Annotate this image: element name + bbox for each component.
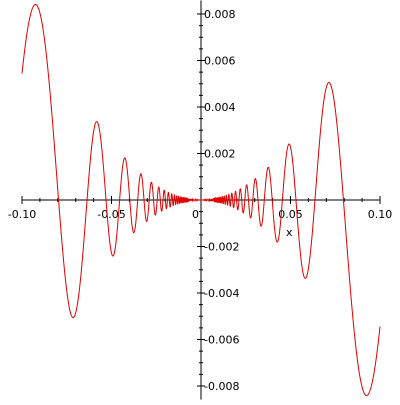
y-tick-label: -0.004 [204, 287, 239, 300]
y-tick-label: 0.008 [204, 8, 236, 21]
x-tick-label: 0.10 [368, 208, 393, 221]
y-tick-label: -0.006 [204, 334, 239, 347]
x-tick-label: -0.10 [8, 208, 36, 221]
y-tick-label: -0.008 [204, 380, 239, 393]
y-tick-label: 0.004 [204, 101, 236, 114]
y-tick-label: 0.002 [204, 148, 236, 161]
x-tick-label: 0 [192, 208, 199, 221]
y-tick-label: -0.002 [204, 241, 239, 254]
x-tick-label: -0.05 [97, 208, 125, 221]
y-tick-label: 0.006 [204, 55, 236, 68]
series-line [21, 3, 381, 397]
x-axis-label: x [286, 226, 293, 239]
series-layer [21, 3, 381, 397]
